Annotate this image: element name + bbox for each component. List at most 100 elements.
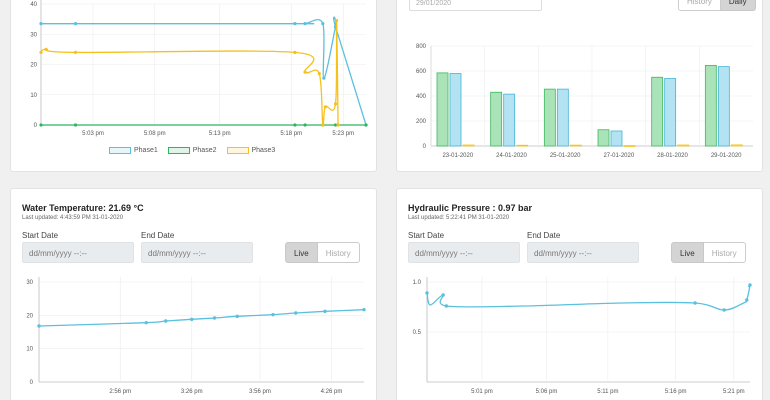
x-tick-label: 5:08 pm [144,131,166,137]
x-tick-label: 5:18 pm [280,131,302,137]
end-date-label: End Date [141,231,175,240]
data-point [235,314,239,319]
y-tick-label: 30 [26,280,33,286]
y-tick-label: 400 [416,94,427,100]
live-button[interactable]: Live [671,242,704,263]
x-tick-label: 3:56 pm [249,389,271,395]
live-button[interactable]: Live [285,242,318,263]
hydraulic-pressure-card: Hydraulic Pressure : 0.97 bar Last updat… [396,188,763,400]
live-history-toggle: Live History [671,242,746,263]
data-point [293,50,297,55]
data-point [748,283,752,287]
series-line-phase1 [41,16,367,126]
y-tick-label: 20 [30,63,37,69]
end-date-input[interactable]: dd/mm/yyyy --:-- [141,242,253,263]
bar [449,73,462,147]
data-point [321,22,325,26]
series-line [38,309,365,327]
data-point [73,123,78,127]
data-point [334,19,339,23]
x-tick-label: 5:11 pm [597,389,618,395]
bar [651,76,664,147]
y-tick-label: 0 [423,144,427,150]
data-point [425,291,429,295]
data-point [444,304,449,308]
bar [490,91,503,147]
data-point [321,123,325,127]
y-tick-label: 10 [26,347,33,353]
series-line [426,283,751,311]
data-point [39,22,43,26]
y-tick-label: 40 [30,2,37,8]
data-point [323,105,327,109]
water-temperature-chart: 0 10 20 30 2:56 pm 3:26 pm 3:56 pm 4:26 pm [26,277,366,395]
legend-label: Phase3 [251,147,276,154]
data-point [294,311,298,315]
daily-button[interactable]: Daily [720,0,756,11]
data-point [303,22,307,26]
data-point [73,22,78,26]
daily-bar-chart: 0 200 400 600 800 23-01-2020 24-01-2020 25-01-2… [416,44,753,159]
start-date-label: Start Date [408,231,445,240]
bar [436,72,449,147]
water-temperature-card: Water Temperature: 21.69 °C Last updated… [10,188,377,400]
data-point [441,293,445,297]
legend-swatch [109,147,131,154]
data-point [37,324,41,328]
daily-chart-card: 29/01/2020 History Daily 0 200 400 600 800 23… [396,0,763,172]
x-tick-label: 27-01-2020 [603,153,634,159]
data-point [745,298,749,302]
date-input[interactable]: 29/01/2020 [409,0,542,11]
history-button[interactable]: History [703,242,746,263]
live-history-toggle: Live History [285,242,360,263]
phase-chart-card: 0 10 20 30 40 5:03 pm 5:08 pm 5:13 pm 5:18 pm 5:2… [10,0,377,172]
legend-phase3[interactable]: Phase3 [226,147,276,154]
data-point [190,317,194,322]
legend-label: Phase2 [192,147,217,154]
y-tick-label: 600 [416,69,427,75]
x-tick-label: 5:23 pm [332,131,354,137]
y-tick-label: 30 [30,32,37,38]
bar [543,88,556,147]
x-tick-label: 4:26 pm [321,389,343,395]
x-tick-label: 2:56 pm [109,389,131,395]
data-point [164,319,168,323]
bar [730,144,743,147]
x-tick-label: 5:13 pm [209,131,231,137]
start-date-input[interactable]: dd/mm/yyyy --:-- [408,242,520,263]
y-tick-label: 1.0 [413,280,422,286]
data-point [322,76,326,80]
last-updated: Last updated: 4:43:59 PM 31-01-2020 [22,215,124,221]
data-point [144,320,148,325]
legend-phase1[interactable]: Phase1 [109,147,158,154]
history-button[interactable]: History [678,0,721,11]
y-tick-label: 800 [416,44,427,50]
bar [597,129,610,147]
x-tick-label: 28-01-2020 [657,153,688,159]
card-title: Hydraulic Pressure : 0.97 bar [408,203,533,213]
x-tick-label: 29-01-2020 [711,153,742,159]
phase-line-chart: 0 10 20 30 40 5:03 pm 5:08 pm 5:13 pm 5:18 pm 5:2… [30,0,368,137]
mode-toggle: History Daily [678,0,756,11]
y-tick-label: 20 [26,313,33,319]
series-line-phase3 [40,19,339,127]
x-tick-label: 3:26 pm [181,389,203,395]
y-tick-label: 10 [30,93,37,99]
data-point [693,301,697,305]
start-date-input[interactable]: dd/mm/yyyy --:-- [22,242,134,263]
data-point [323,309,327,314]
x-tick-label: 25-01-2020 [550,153,581,159]
data-point [44,47,48,51]
data-point [362,307,366,312]
x-tick-label: 5:21 pm [723,389,745,395]
bar [503,93,516,147]
data-point [73,50,78,55]
phase-legend: Phase1 Phase2 Phase3 [109,147,275,154]
x-tick-label: 24-01-2020 [496,153,527,159]
history-button[interactable]: History [317,242,360,263]
end-date-input[interactable]: dd/mm/yyyy --:-- [527,242,639,263]
legend-swatch [167,147,190,154]
data-point [39,50,43,55]
legend-phase2[interactable]: Phase2 [167,147,217,154]
bar [623,145,636,147]
